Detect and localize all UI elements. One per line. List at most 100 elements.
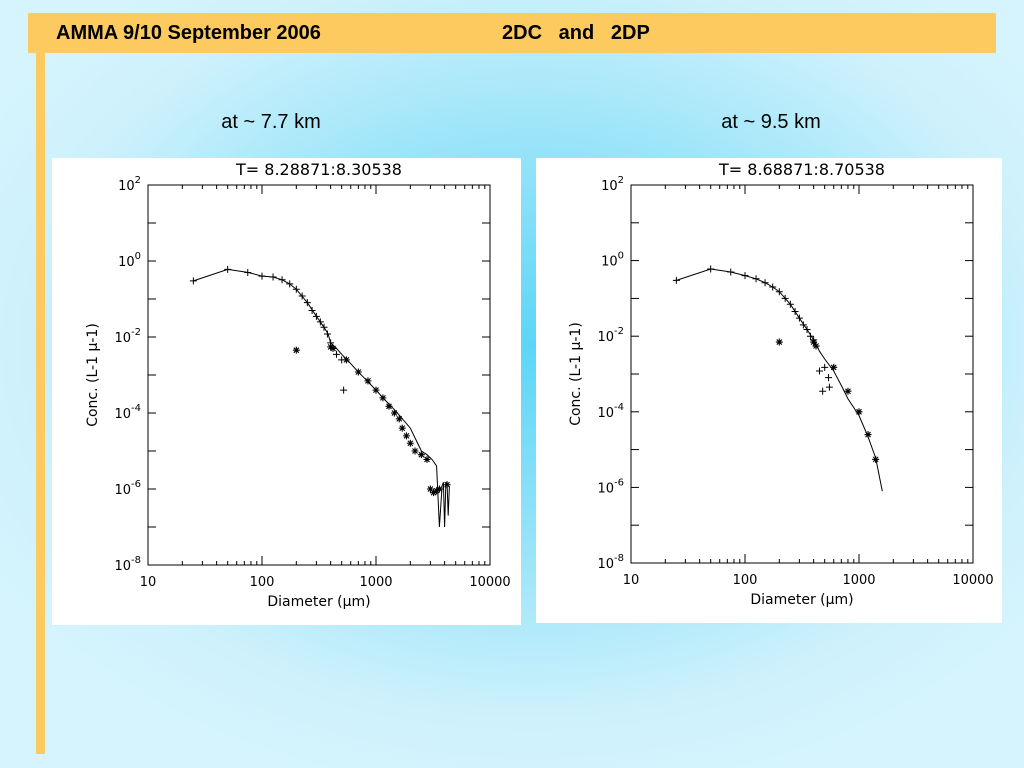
right-plot-caption: at ~ 9.5 km — [721, 111, 821, 133]
y-tick-base: 10 — [114, 559, 131, 574]
2dc-plus-point — [707, 265, 715, 273]
2dp-asterisk-point — [830, 363, 838, 371]
2dc-plus-point — [769, 283, 777, 291]
y-tick-base: 10 — [597, 406, 614, 421]
2dp-asterisk-point — [423, 455, 431, 463]
y-tick-base: 10 — [601, 255, 618, 270]
y-tick-label: 10-4 — [597, 402, 624, 421]
side-accent-bar — [36, 53, 45, 754]
2dc-plus-point — [298, 292, 306, 300]
2dc-plus-point — [269, 273, 277, 281]
y-tick-label: 100 — [118, 251, 141, 270]
2dp-asterisk-point — [327, 343, 335, 351]
2dp-asterisk-point — [411, 447, 419, 455]
2dc-plus-point — [775, 288, 783, 296]
y-tick-label: 10-4 — [114, 403, 141, 422]
2dp-asterisk-point — [775, 338, 783, 346]
2dc-plus-point — [821, 363, 829, 371]
y-tick-exponent: -4 — [131, 403, 141, 414]
2dp-asterisk-point — [844, 387, 852, 395]
2dp-asterisk-point — [864, 431, 872, 439]
2dc-plus-point — [806, 332, 814, 340]
y-tick-base: 10 — [597, 481, 614, 496]
x-tick-label: 100 — [733, 573, 758, 588]
y-tick-exponent: 2 — [618, 175, 624, 186]
y-tick-label: 10-8 — [597, 553, 624, 572]
2dc-plus-point — [824, 374, 832, 382]
y-tick-label: 10-6 — [597, 477, 624, 496]
y-tick-exponent: -6 — [131, 479, 141, 490]
2dp-asterisk-point — [443, 481, 451, 489]
y-tick-exponent: -8 — [131, 555, 141, 566]
y-tick-exponent: -2 — [614, 326, 624, 337]
x-axis-label: Diameter (μm) — [267, 594, 370, 610]
chart-panel-left: T= 8.28871:8.30538 10 100 1000 10000 102 100 10… — [52, 158, 521, 625]
y-tick-label: 100 — [601, 251, 624, 270]
2dp-asterisk-point — [430, 489, 438, 497]
2dp-asterisk-point — [372, 386, 380, 394]
2dc-plus-point — [795, 314, 803, 322]
left-plot-caption: at ~ 7.7 km — [221, 111, 321, 133]
2dc-plus-point — [244, 268, 252, 276]
2dc-plus-point — [316, 318, 324, 326]
2dc-plus-point — [278, 276, 286, 284]
2dp-asterisk-point — [398, 424, 406, 432]
2dp-asterisk-point — [433, 487, 441, 495]
2dc-plus-point — [323, 330, 331, 338]
2dp-asterisk-point — [435, 485, 443, 493]
2dc-plus-point — [312, 312, 320, 320]
x-tick-label: 10000 — [952, 573, 993, 588]
chart-title: T= 8.28871:8.30538 — [235, 160, 402, 179]
2dp-asterisk-point — [390, 409, 398, 417]
2dc-plus-point — [189, 277, 197, 285]
2dc-plus-point — [303, 299, 311, 307]
y-tick-label: 10-8 — [114, 555, 141, 574]
y-tick-base: 10 — [118, 255, 135, 270]
y-tick-exponent: -2 — [131, 327, 141, 338]
x-tick-label: 10 — [140, 575, 157, 590]
slide-title: AMMA 9/10 September 2006 — [56, 21, 321, 44]
2dc-plus-point — [803, 326, 811, 334]
y-tick-label: 102 — [118, 175, 141, 194]
2dc-plus-point — [340, 386, 348, 394]
chart-panel-right: T= 8.68871:8.70538 10 100 1000 10000 102 100 10… — [536, 158, 1002, 623]
2dc-plus-point — [672, 276, 680, 284]
2dp-asterisk-point — [417, 451, 425, 459]
2dc-plus-point — [791, 308, 799, 316]
y-tick-exponent: -6 — [614, 477, 624, 488]
2dc-plus-point — [224, 265, 232, 273]
x-tick-label: 10 — [623, 573, 640, 588]
2dc-plus-point — [727, 268, 735, 276]
y-tick-base: 10 — [114, 331, 131, 346]
2dc-plus-point — [825, 383, 833, 391]
y-tick-label: 10-6 — [114, 479, 141, 498]
2dp-asterisk-point — [354, 368, 362, 376]
y-tick-base: 10 — [597, 330, 614, 345]
fit-line — [676, 268, 883, 492]
2dc-plus-point — [781, 294, 789, 302]
2dp-asterisk-point — [406, 439, 414, 447]
x-tick-label: 10000 — [469, 575, 510, 590]
chart-title: T= 8.68871:8.70538 — [718, 160, 885, 179]
2dc-plus-point — [292, 285, 300, 293]
2dp-asterisk-point — [810, 338, 818, 346]
x-tick-label: 1000 — [359, 575, 392, 590]
fit-line — [193, 268, 450, 528]
slide-title-instruments: 2DC and 2DP — [502, 21, 650, 44]
2dp-asterisk-point — [426, 485, 434, 493]
y-tick-exponent: -4 — [614, 402, 624, 413]
2dp-asterisk-point — [342, 356, 350, 364]
plot-frame — [630, 184, 974, 564]
2dc-plus-point — [320, 323, 328, 331]
y-tick-label: 10-2 — [597, 326, 624, 345]
x-tick-label: 1000 — [842, 573, 875, 588]
2dp-asterisk-point — [292, 346, 300, 354]
y-tick-base: 10 — [601, 179, 618, 194]
2dp-asterisk-point — [364, 377, 372, 385]
2dp-asterisk-point — [395, 415, 403, 423]
2dc-plus-point — [286, 280, 294, 288]
2dc-plus-point — [308, 306, 316, 314]
y-tick-exponent: 0 — [135, 251, 141, 262]
